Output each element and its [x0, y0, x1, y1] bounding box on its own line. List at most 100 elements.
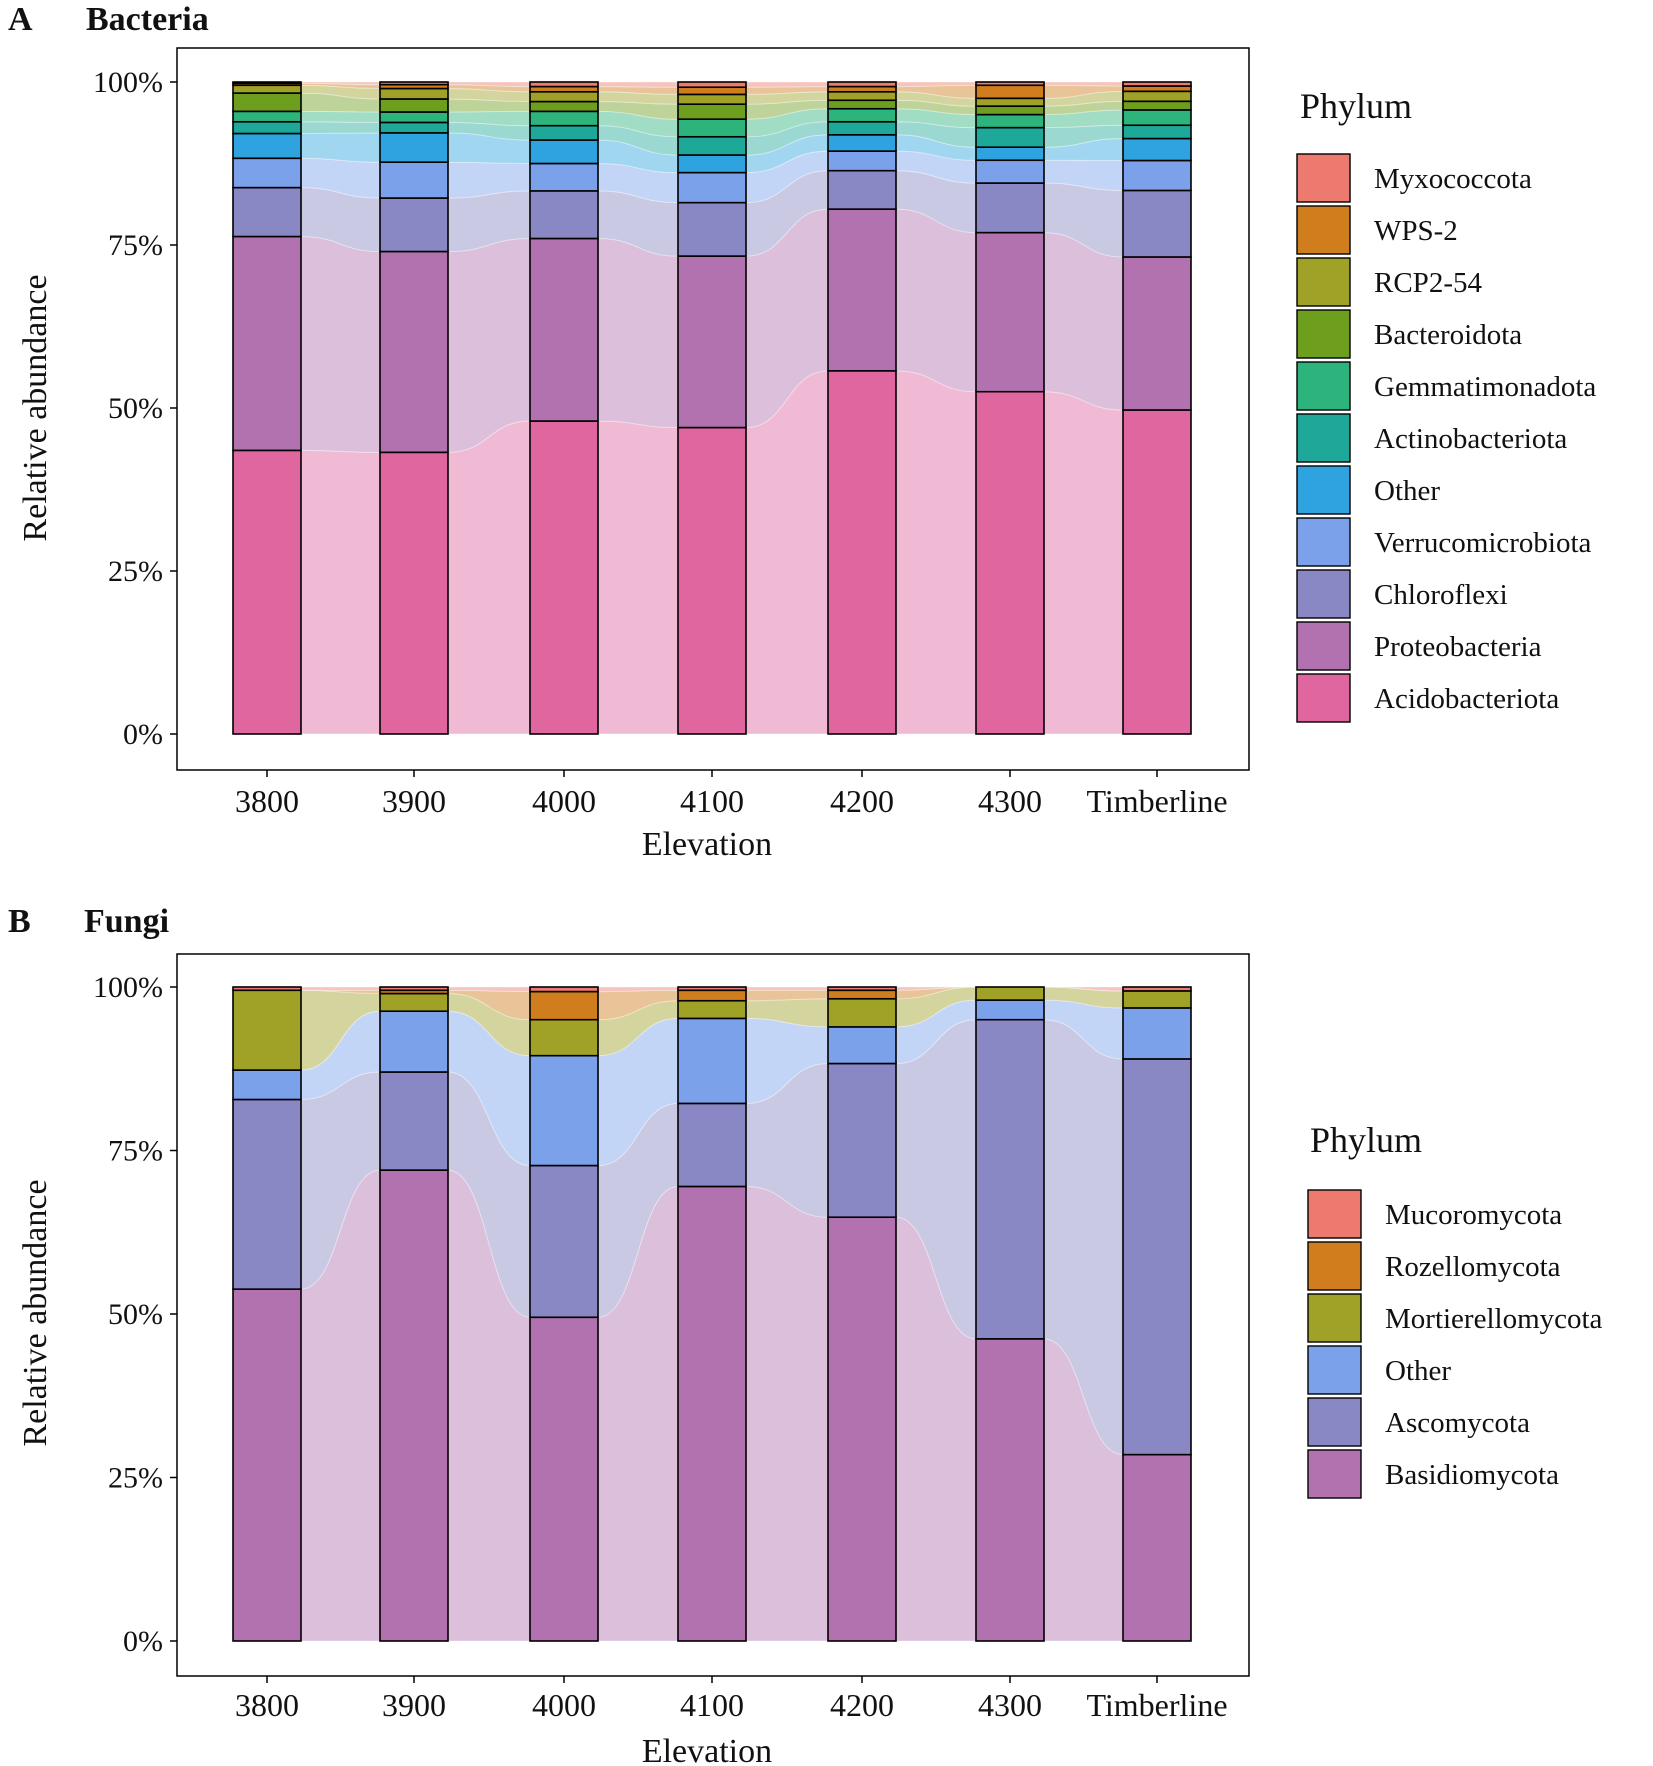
legend-label-bacteroidota: Bacteroidota [1374, 319, 1522, 351]
flow-proteobacteria [300, 236, 381, 453]
legend-swatch-other [1296, 465, 1351, 515]
bar-segment-actinobacteriota-4100 [677, 135, 747, 156]
bar-segment-chloroflexi-4200 [827, 169, 897, 210]
legend-label-myxococcota: Myxococcota [1374, 163, 1532, 195]
legend-swatch-chloroflexi [1296, 569, 1351, 619]
x-tick-label: 4200 [830, 783, 894, 819]
bar-segment-other-4100 [677, 1017, 747, 1105]
bar-segment-rcp2-54-4000 [529, 90, 599, 103]
flow-basidiomycota [597, 1185, 679, 1642]
legend-label-actinobacteriota: Actinobacteriota [1374, 423, 1567, 455]
panel-letter: B [8, 903, 31, 940]
legend-label-rcp2-54: RCP2-54 [1374, 267, 1482, 299]
legend-swatch-bacteroidota [1296, 309, 1351, 359]
bar-segment-chloroflexi-4000 [529, 190, 599, 240]
bar-segment-acidobacteriota-4000 [529, 420, 599, 735]
bar-segment-mortierellomycota-3900 [379, 992, 449, 1012]
bar-segment-myxococcota-4000 [529, 81, 599, 88]
legend-swatch-rozellomycota [1307, 1241, 1362, 1291]
x-tick-label: 3800 [235, 783, 299, 819]
flow-actinobacteriota [300, 121, 381, 135]
bar-segment-wps-2-4100 [677, 86, 747, 96]
legend-swatch-wps-2 [1296, 205, 1351, 255]
legend: Myxococcota WPS-2 RCP2-54 Bacteroidota Gemma… [1296, 153, 1596, 723]
bar-layer [232, 81, 1192, 735]
flow-basidiomycota [447, 1169, 531, 1642]
bar-segment-basidiomycota-3900 [379, 1169, 449, 1642]
bar-segment-rcp2-54-3800 [232, 84, 302, 94]
flow-myxococcota [1043, 81, 1124, 87]
x-axis: 3800 3900 4000 4100 4200 4300 Timberline [235, 770, 1228, 819]
legend-label-mortierellomycota: Mortierellomycota [1385, 1303, 1603, 1335]
bar-segment-bacteroidota-timberline [1122, 100, 1192, 111]
bar-segment-basidiomycota-4000 [529, 1316, 599, 1642]
x-tick-label: 4200 [830, 1687, 894, 1723]
legend-label-acidobacteriota: Acidobacteriota [1374, 683, 1559, 715]
legend-title: Phylum [1300, 86, 1412, 126]
y-tick-label: 50% [108, 392, 163, 425]
bar-segment-verrucomicrobiota-3900 [379, 161, 449, 199]
bar-segment-acidobacteriota-4100 [677, 426, 747, 735]
bar-segment-acidobacteriota-timberline [1122, 409, 1192, 735]
x-tick-label: Timberline [1086, 1687, 1227, 1723]
legend-title: Phylum [1310, 1120, 1422, 1160]
legend-label-wps-2: WPS-2 [1374, 215, 1458, 247]
bar-segment-other-4100 [677, 154, 747, 174]
y-axis: 0% 25% 50% 75% 100% [93, 971, 177, 1658]
legend-swatch-rcp2-54 [1296, 257, 1351, 307]
y-tick-label: 0% [123, 1625, 163, 1658]
bar-segment-other-4300 [975, 146, 1045, 162]
legend-swatch-basidiomycota [1307, 1449, 1362, 1499]
panel-title: Fungi [84, 903, 169, 940]
panel-letter: A [8, 1, 33, 38]
bar-segment-gemmatimonadota-4300 [975, 113, 1045, 129]
legend-label-other: Other [1385, 1355, 1451, 1387]
y-tick-label: 75% [108, 229, 163, 262]
flow-layer [300, 986, 1124, 1642]
bar-segment-proteobacteria-3900 [379, 250, 449, 454]
legend-swatch-ascomycota [1307, 1397, 1362, 1447]
bar-segment-ascomycota-4100 [677, 1102, 747, 1188]
bar-segment-myxococcota-timberline [1122, 81, 1192, 87]
x-tick-label: 4100 [680, 1687, 744, 1723]
bar-segment-wps-2-4300 [975, 84, 1045, 100]
x-tick-label: 4100 [680, 783, 744, 819]
legend-swatch-mortierellomycota [1307, 1293, 1362, 1343]
y-tick-label: 25% [108, 1462, 163, 1495]
bar-segment-chloroflexi-3800 [232, 186, 302, 238]
y-axis-label: Relative abundance [17, 274, 54, 541]
bar-segment-proteobacteria-4300 [975, 231, 1045, 393]
y-axis: 0% 25% 50% 75% 100% [93, 66, 177, 751]
bar-segment-chloroflexi-3900 [379, 197, 449, 253]
bar-segment-other-4200 [827, 134, 897, 152]
legend-swatch-verrucomicrobiota [1296, 517, 1351, 567]
legend-label-chloroflexi: Chloroflexi [1374, 579, 1508, 611]
y-tick-label: 25% [108, 555, 163, 588]
bar-layer [232, 986, 1192, 1642]
legend-swatch-myxococcota [1296, 153, 1351, 203]
legend-label-ascomycota: Ascomycota [1385, 1407, 1530, 1439]
legend-label-mucoromycota: Mucoromycota [1385, 1199, 1562, 1231]
bar-segment-ascomycota-3800 [232, 1098, 302, 1290]
x-tick-label: 4000 [532, 783, 596, 819]
x-tick-label: 3900 [382, 783, 446, 819]
bar-segment-other-timberline [1122, 137, 1192, 162]
flow-acidobacteriota [300, 449, 381, 735]
flow-acidobacteriota [895, 370, 977, 735]
bar-segment-acidobacteriota-3900 [379, 451, 449, 735]
bar-segment-chloroflexi-timberline [1122, 189, 1192, 258]
bar-segment-mortierellomycota-4100 [677, 999, 747, 1020]
bar-segment-rcp2-54-timberline [1122, 90, 1192, 103]
flow-gemmatimonadota [300, 110, 381, 123]
legend: Mucoromycota Rozellomycota Mortierellomyco… [1307, 1189, 1603, 1499]
bar-segment-acidobacteriota-4200 [827, 370, 897, 735]
x-tick-label: 3900 [382, 1687, 446, 1723]
bar-segment-actinobacteriota-timberline [1122, 124, 1192, 140]
legend-label-other: Other [1374, 475, 1440, 507]
flow-ascomycota [895, 1019, 977, 1340]
bar-segment-verrucomicrobiota-4200 [827, 150, 897, 172]
bar-segment-proteobacteria-4000 [529, 237, 599, 422]
bar-segment-mortierellomycota-4200 [827, 997, 897, 1028]
bar-segment-rcp2-54-3900 [379, 87, 449, 100]
x-tick-label: 3800 [235, 1687, 299, 1723]
